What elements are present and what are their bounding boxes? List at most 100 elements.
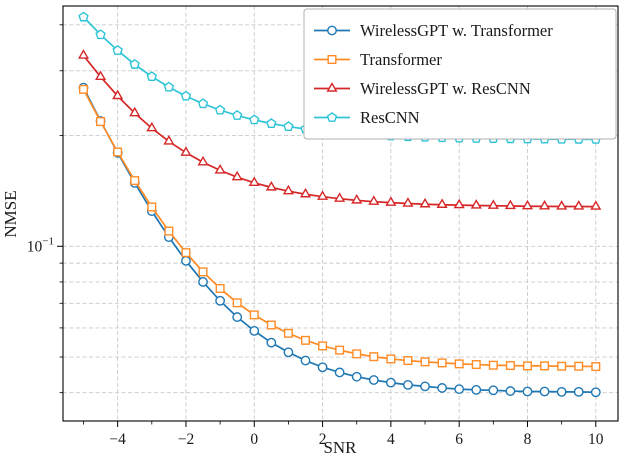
circle-marker: [283, 347, 294, 358]
square-marker: [540, 361, 550, 371]
triangle-marker: [95, 70, 107, 80]
pentagon-marker: [283, 121, 294, 131]
square-marker: [181, 248, 191, 258]
square-marker: [96, 117, 106, 127]
pentagon-marker: [163, 81, 175, 92]
x-tick-label: 4: [387, 431, 395, 448]
square-marker: [283, 328, 293, 338]
square-marker: [454, 359, 464, 369]
triangle-marker: [214, 164, 226, 174]
square-marker: [327, 55, 337, 65]
circle-marker: [505, 386, 516, 396]
x-axis-label: SNR: [323, 438, 357, 457]
legend: WirelessGPT w. Transformer Transformer Wir…: [303, 8, 617, 140]
square-marker: [574, 361, 584, 371]
pentagon-marker: [249, 114, 260, 125]
circle-marker: [368, 375, 379, 385]
x-tick-label: −4: [109, 431, 126, 448]
triangle-marker: [539, 199, 551, 210]
circle-marker: [437, 383, 448, 393]
axes: −4 −2 0 2 4 6 8 10 10−1: [27, 5, 619, 448]
square-marker: [147, 202, 157, 212]
triangle-marker: [573, 200, 585, 210]
circle-marker: [198, 277, 208, 287]
pentagon-marker: [214, 104, 226, 115]
square-marker: [198, 267, 208, 277]
square-marker: [113, 147, 123, 157]
triangle-marker: [521, 199, 534, 210]
circle-marker: [556, 386, 567, 397]
pentagon-marker: [112, 44, 123, 55]
legend-item: ResCNN: [314, 108, 420, 127]
circle-marker: [403, 379, 413, 390]
triangle-marker: [112, 89, 124, 100]
square-marker: [403, 356, 413, 366]
triangle-marker: [402, 197, 414, 207]
triangle-marker: [282, 184, 294, 195]
legend-item: WirelessGPT w. Transformer: [314, 21, 553, 40]
triangle-marker: [453, 198, 465, 209]
square-marker: [420, 357, 430, 367]
square-marker: [471, 360, 481, 370]
x-tick-label: 6: [455, 431, 463, 448]
circle-marker: [317, 362, 328, 373]
legend-label: WirelessGPT w. Transformer: [360, 21, 553, 40]
pentagon-marker: [197, 98, 209, 109]
square-marker: [488, 360, 498, 370]
square-marker: [369, 352, 379, 362]
circle-marker: [454, 384, 465, 395]
square-marker: [335, 345, 345, 355]
circle-marker: [573, 386, 584, 397]
square-marker: [300, 335, 310, 345]
circle-marker: [334, 367, 345, 378]
triangle-marker: [436, 198, 448, 208]
pentagon-marker: [266, 118, 277, 128]
y-tick-label: 10−1: [27, 235, 54, 255]
triangle-marker: [487, 199, 499, 209]
triangle-marker: [385, 196, 397, 206]
circle-marker: [181, 255, 191, 266]
legend-box: [303, 8, 617, 140]
square-marker: [78, 84, 88, 94]
square-marker: [318, 341, 328, 351]
triangle-marker: [77, 49, 90, 59]
circle-marker: [249, 325, 260, 336]
legend-item: WirelessGPT w. ResCNN: [314, 79, 531, 98]
circle-marker: [232, 312, 243, 322]
square-marker: [232, 298, 242, 308]
pentagon-marker: [95, 29, 106, 40]
circle-marker: [590, 387, 601, 398]
square-marker: [505, 361, 515, 371]
series-transformer: [78, 84, 601, 372]
square-marker: [437, 358, 447, 368]
triangle-marker: [129, 106, 141, 117]
circle-marker: [522, 386, 533, 397]
x-tick-label: 8: [524, 431, 532, 448]
triangle-marker: [334, 192, 346, 202]
pentagon-marker: [326, 112, 338, 122]
triangle-marker: [265, 180, 277, 191]
circle-marker: [420, 381, 430, 392]
circle-marker: [385, 377, 396, 388]
square-marker: [522, 361, 532, 371]
y-axis-label: NMSE: [1, 190, 20, 237]
x-tick-label: −2: [178, 431, 195, 448]
triangle-marker: [317, 190, 329, 200]
triangle-marker: [163, 135, 175, 145]
circle-marker: [300, 355, 311, 366]
circle-marker: [351, 371, 362, 382]
square-marker: [215, 283, 225, 293]
x-tick-label: 0: [250, 431, 258, 448]
circle-marker: [539, 386, 550, 397]
pentagon-marker: [231, 109, 243, 120]
x-tick-label: 10: [588, 431, 604, 448]
square-marker: [266, 320, 276, 330]
square-marker: [352, 349, 362, 359]
legend-item: Transformer: [314, 50, 442, 69]
pentagon-marker: [129, 58, 140, 69]
pentagon-marker: [78, 11, 89, 22]
triangle-marker: [299, 187, 312, 198]
triangle-marker: [504, 199, 516, 210]
